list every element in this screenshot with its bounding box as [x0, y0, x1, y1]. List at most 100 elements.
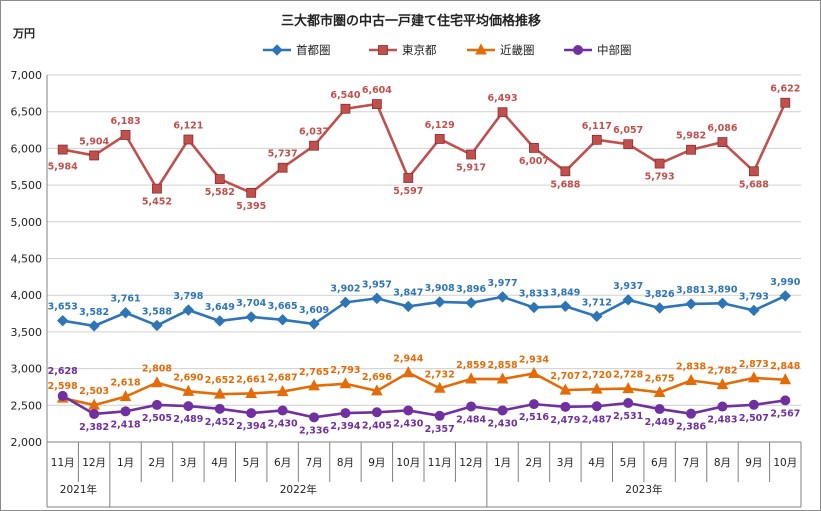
- x-tick-label: 6月: [274, 457, 291, 469]
- x-tick-label: 9月: [745, 457, 762, 469]
- data-point: [591, 310, 603, 323]
- x-tick-label: 12月: [82, 457, 106, 469]
- data-label: 6,037: [299, 127, 329, 138]
- data-label: 6,183: [111, 116, 141, 127]
- data-label: 2,793: [330, 365, 360, 376]
- series-1: [57, 290, 791, 332]
- x-tick-label: 10月: [773, 457, 797, 469]
- data-label: 6,129: [425, 120, 455, 131]
- data-point: [57, 144, 68, 155]
- data-label: 3,653: [48, 302, 78, 313]
- data-label: 5,688: [550, 179, 580, 190]
- data-label: 3,957: [362, 279, 392, 290]
- data-point: [560, 166, 571, 177]
- data-label: 3,937: [613, 281, 643, 292]
- data-label: 5,395: [236, 201, 266, 212]
- data-point: [183, 134, 194, 145]
- data-label: 2,483: [707, 415, 737, 426]
- data-label: 2,430: [488, 418, 518, 429]
- data-point: [245, 311, 257, 323]
- series-4: [57, 390, 791, 423]
- data-label: 6,121: [173, 121, 203, 132]
- data-point: [779, 290, 791, 302]
- data-point: [717, 137, 728, 147]
- data-label: 2,652: [205, 375, 235, 386]
- y-tick-label: 6,000: [11, 142, 43, 155]
- x-tick-label: 4月: [211, 457, 228, 469]
- data-label: 2,859: [456, 360, 486, 371]
- x-tick-label: 7月: [682, 457, 699, 469]
- data-point: [528, 366, 540, 378]
- legend-marker: [271, 44, 283, 56]
- data-label: 2,382: [79, 422, 109, 433]
- data-point: [402, 300, 414, 313]
- data-label: 2,858: [488, 360, 518, 371]
- series-line: [62, 394, 786, 419]
- data-point: [466, 401, 477, 412]
- data-label: 5,793: [645, 172, 675, 183]
- data-point: [151, 399, 162, 410]
- data-point: [245, 386, 258, 398]
- data-point: [89, 150, 100, 161]
- series-line: [62, 371, 786, 407]
- x-tick-label: 5月: [620, 457, 637, 469]
- data-label: 3,609: [299, 305, 329, 316]
- y-axis-unit-label: 万円: [12, 27, 35, 40]
- data-point: [152, 183, 162, 194]
- data-point: [57, 390, 68, 401]
- data-label: 2,430: [268, 418, 298, 429]
- data-point: [89, 408, 100, 419]
- data-label: 2,484: [456, 414, 486, 425]
- data-point: [528, 301, 540, 314]
- y-tick-label: 5,000: [11, 216, 43, 229]
- data-point: [465, 372, 477, 384]
- data-label: 3,582: [79, 307, 109, 318]
- data-point: [119, 307, 132, 319]
- data-point: [120, 406, 131, 417]
- data-label: 2,838: [676, 361, 706, 372]
- legend-item: 東京都: [369, 43, 437, 57]
- data-label: 2,357: [425, 424, 455, 435]
- data-label: 2,394: [236, 421, 266, 432]
- data-label: 5,452: [142, 197, 172, 208]
- data-label: 6,540: [330, 90, 360, 101]
- x-tick-label: 2月: [525, 457, 542, 469]
- data-point: [779, 373, 792, 385]
- data-point: [686, 144, 696, 155]
- y-tick-label: 4,000: [11, 289, 43, 302]
- data-point: [560, 401, 571, 412]
- x-tick-label: 3月: [180, 457, 197, 469]
- data-label: 5,688: [739, 179, 769, 190]
- data-label: 5,982: [676, 131, 706, 142]
- data-point: [403, 405, 414, 416]
- data-point: [309, 412, 320, 423]
- data-point: [213, 387, 226, 399]
- data-point: [653, 385, 666, 397]
- data-point: [623, 398, 634, 409]
- data-label: 2,873: [739, 359, 769, 370]
- data-label: 2,848: [770, 361, 800, 372]
- data-label: 2,452: [205, 417, 235, 428]
- data-label: 2,503: [79, 386, 109, 397]
- series-3: [56, 366, 792, 410]
- data-label: 3,649: [205, 302, 235, 313]
- data-point: [434, 410, 445, 421]
- data-label: 6,007: [519, 156, 549, 167]
- data-label: 3,977: [488, 278, 518, 289]
- legend: 首都圏 東京都 近畿圏 中部圏: [263, 43, 632, 57]
- data-label: 3,881: [676, 285, 706, 296]
- legend-item: 首都圏: [263, 43, 331, 57]
- data-point: [748, 304, 760, 317]
- legend-label: 近畿圏: [500, 43, 535, 57]
- data-label: 5,984: [48, 162, 78, 173]
- data-point: [340, 408, 351, 419]
- legend-item: 近畿圏: [467, 43, 535, 57]
- x-tick-label: 5月: [243, 457, 260, 469]
- data-point: [276, 314, 289, 326]
- data-point: [434, 134, 445, 144]
- legend-marker: [475, 43, 487, 55]
- data-point: [780, 395, 791, 406]
- data-label: 2,690: [173, 372, 203, 383]
- data-point: [277, 162, 288, 173]
